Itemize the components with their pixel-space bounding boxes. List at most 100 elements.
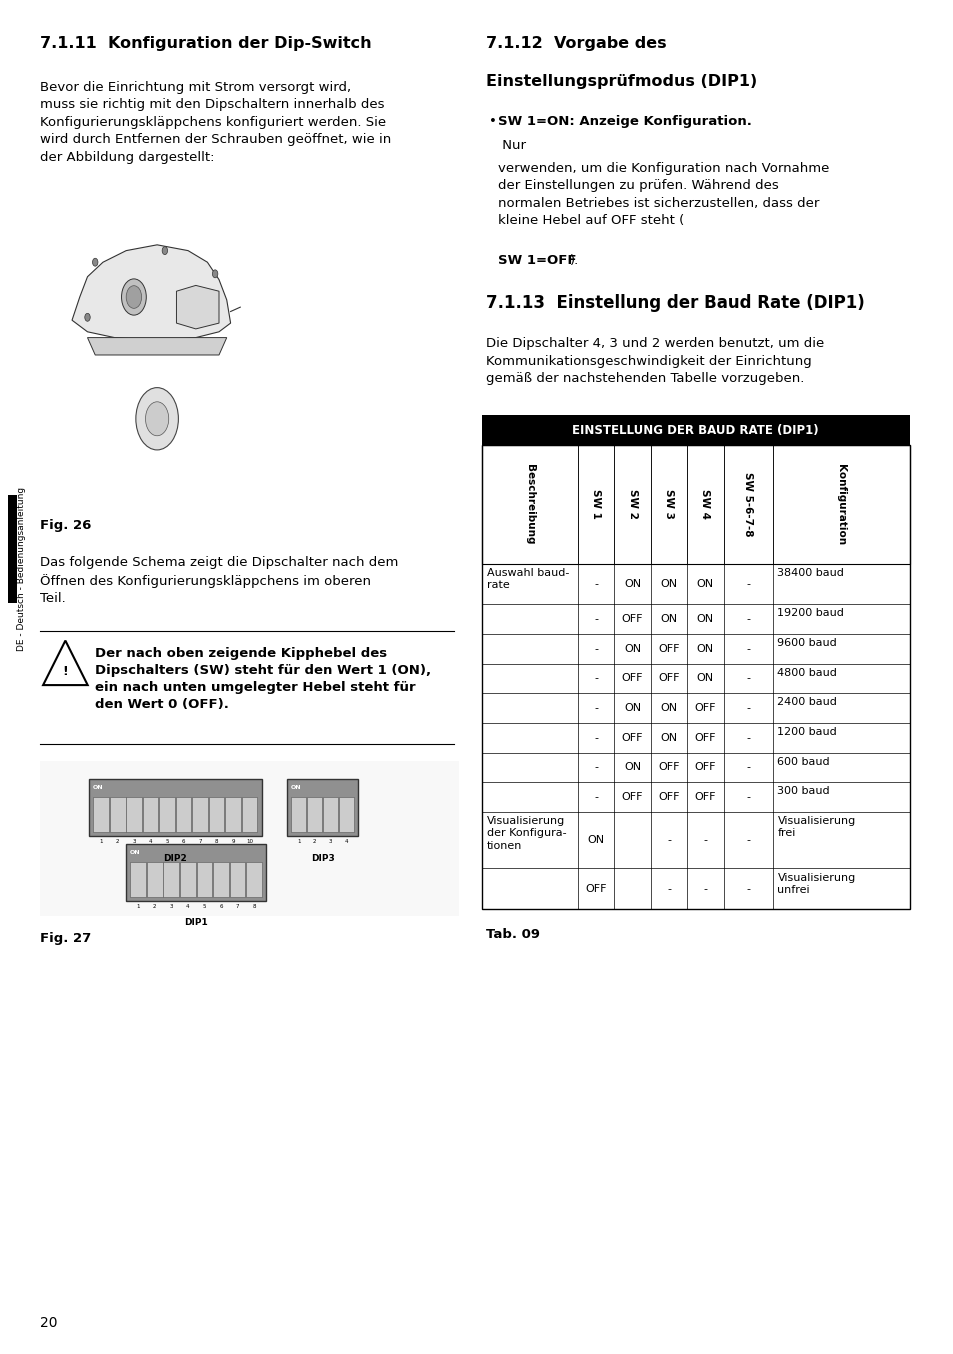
Text: -: - <box>745 643 749 654</box>
Text: -: - <box>594 643 598 654</box>
Text: -: - <box>745 703 749 714</box>
Text: 4: 4 <box>344 839 348 844</box>
Polygon shape <box>72 245 231 340</box>
Text: Visualisierung
frei: Visualisierung frei <box>777 816 855 838</box>
Text: DE - Deutsch - Bedienungsanleitung: DE - Deutsch - Bedienungsanleitung <box>17 487 26 651</box>
Text: DIP2: DIP2 <box>163 853 187 862</box>
Text: -: - <box>745 792 749 802</box>
FancyBboxPatch shape <box>242 798 257 833</box>
Text: OFF: OFF <box>694 762 716 772</box>
Text: Die Dipschalter 4, 3 und 2 werden benutzt, um die
Kommunikationsgeschwindigkeit : Die Dipschalter 4, 3 und 2 werden benutz… <box>486 337 823 385</box>
Text: 1200 baud: 1200 baud <box>777 727 837 737</box>
Text: OFF: OFF <box>621 792 642 802</box>
Text: Visualisierung
unfrei: Visualisierung unfrei <box>777 872 855 895</box>
Text: -: - <box>594 792 598 802</box>
Text: Fig. 26: Fig. 26 <box>40 519 91 532</box>
Text: -: - <box>745 580 749 589</box>
Text: OFF: OFF <box>658 762 679 772</box>
Circle shape <box>135 387 178 450</box>
Circle shape <box>85 313 91 321</box>
Text: DIP3: DIP3 <box>311 853 335 862</box>
Text: OFF: OFF <box>658 792 679 802</box>
Text: -: - <box>666 884 670 894</box>
FancyBboxPatch shape <box>323 798 338 833</box>
Text: ON: ON <box>587 835 604 845</box>
Text: EINSTELLUNG DER BAUD RATE (DIP1): EINSTELLUNG DER BAUD RATE (DIP1) <box>572 424 819 437</box>
Text: -: - <box>666 835 670 845</box>
FancyBboxPatch shape <box>147 861 162 896</box>
FancyBboxPatch shape <box>126 844 266 900</box>
Text: ON: ON <box>659 613 677 624</box>
Text: ON: ON <box>291 785 301 789</box>
Circle shape <box>146 402 169 436</box>
Text: !: ! <box>63 665 69 678</box>
Text: 10: 10 <box>246 839 253 844</box>
FancyBboxPatch shape <box>230 861 245 896</box>
Text: -: - <box>745 673 749 684</box>
Text: 7: 7 <box>198 839 202 844</box>
Text: -: - <box>594 762 598 772</box>
FancyBboxPatch shape <box>175 798 192 833</box>
Text: 3: 3 <box>329 839 333 844</box>
Text: ON: ON <box>623 643 640 654</box>
Text: Visualisierung
der Konfigura-
tionen: Visualisierung der Konfigura- tionen <box>487 816 566 850</box>
Text: 4: 4 <box>149 839 152 844</box>
Text: -: - <box>594 733 598 743</box>
Text: 5: 5 <box>202 903 206 909</box>
Text: 7: 7 <box>235 903 239 909</box>
Polygon shape <box>176 286 219 329</box>
Text: ON: ON <box>659 580 677 589</box>
Text: Bevor die Einrichtung mit Strom versorgt wird,
muss sie richtig mit den Dipschal: Bevor die Einrichtung mit Strom versorgt… <box>40 81 391 164</box>
Polygon shape <box>88 337 227 355</box>
Text: 1: 1 <box>99 839 103 844</box>
Text: SW 4: SW 4 <box>700 489 710 520</box>
Text: 7.1.11  Konfiguration der Dip-Switch: 7.1.11 Konfiguration der Dip-Switch <box>40 37 371 51</box>
Text: SW 3: SW 3 <box>663 489 673 520</box>
Text: 2400 baud: 2400 baud <box>777 697 837 707</box>
Text: ON: ON <box>659 703 677 714</box>
Text: 7.1.12  Vorgabe des: 7.1.12 Vorgabe des <box>486 37 666 51</box>
FancyBboxPatch shape <box>180 861 195 896</box>
FancyBboxPatch shape <box>93 798 109 833</box>
Text: -: - <box>745 733 749 743</box>
Text: 4: 4 <box>186 903 190 909</box>
Text: -: - <box>702 835 706 845</box>
FancyBboxPatch shape <box>481 416 909 445</box>
Circle shape <box>92 259 98 267</box>
Text: •: • <box>489 115 497 127</box>
Text: verwenden, um die Konfiguration nach Vornahme
der Einstellungen zu prüfen. Währe: verwenden, um die Konfiguration nach Vor… <box>497 162 829 227</box>
Text: Fig. 27: Fig. 27 <box>40 932 91 945</box>
FancyBboxPatch shape <box>481 445 909 563</box>
Text: SW 2: SW 2 <box>627 489 637 520</box>
Text: Tab. 09: Tab. 09 <box>486 927 539 941</box>
FancyBboxPatch shape <box>143 798 158 833</box>
Text: Der nach oben zeigende Kipphebel des
Dipschalters (SW) steht für den Wert 1 (ON): Der nach oben zeigende Kipphebel des Dip… <box>94 647 431 711</box>
Text: OFF: OFF <box>585 884 606 894</box>
Text: 8: 8 <box>253 903 255 909</box>
FancyBboxPatch shape <box>49 215 436 506</box>
FancyBboxPatch shape <box>110 798 126 833</box>
Text: OFF: OFF <box>621 673 642 684</box>
Text: Nur: Nur <box>497 139 526 152</box>
Text: ON: ON <box>696 643 713 654</box>
FancyBboxPatch shape <box>213 861 229 896</box>
Text: Auswahl baud-
rate: Auswahl baud- rate <box>487 567 569 590</box>
Text: Konfiguration: Konfiguration <box>836 464 845 544</box>
Text: OFF: OFF <box>621 733 642 743</box>
FancyBboxPatch shape <box>246 861 262 896</box>
Text: -: - <box>745 835 749 845</box>
Text: OFF: OFF <box>694 703 716 714</box>
Text: 300 baud: 300 baud <box>777 787 829 796</box>
Text: OFF: OFF <box>694 733 716 743</box>
Text: SW 1: SW 1 <box>591 489 600 520</box>
Text: ON: ON <box>696 580 713 589</box>
Text: -: - <box>745 884 749 894</box>
Text: 2: 2 <box>152 903 156 909</box>
FancyBboxPatch shape <box>193 798 208 833</box>
FancyBboxPatch shape <box>90 780 261 837</box>
Circle shape <box>121 279 146 315</box>
Text: 3: 3 <box>170 903 172 909</box>
Text: ).: ). <box>570 253 578 267</box>
Text: 6: 6 <box>219 903 223 909</box>
Text: -: - <box>594 673 598 684</box>
